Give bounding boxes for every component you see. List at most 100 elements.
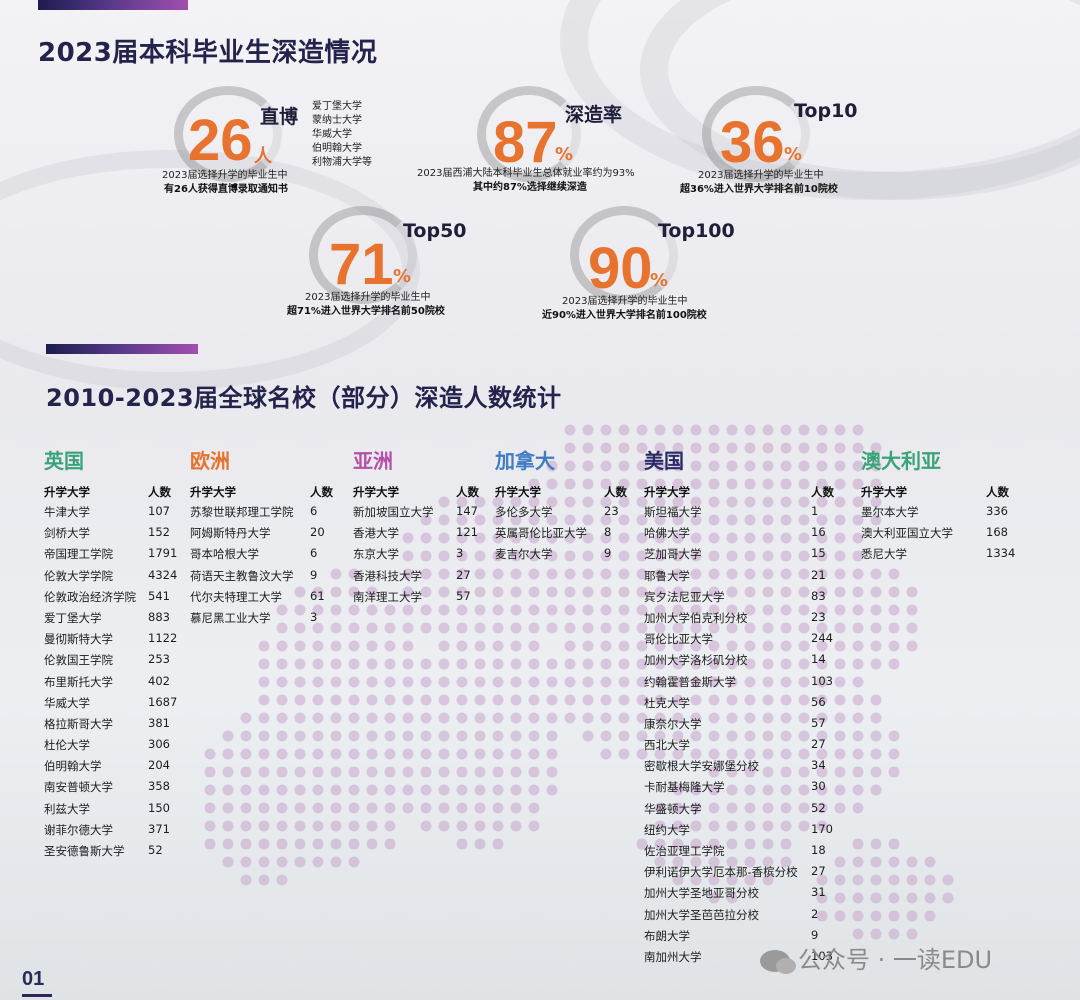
stat-desc-line1: 2023届选择升学的毕业生中 (562, 296, 688, 307)
table-row: 伊利诺伊大学厄本那-香槟分校 27 (644, 864, 844, 885)
table-row: 佐治亚理工学院 18 (644, 843, 844, 864)
student-count: 20 (310, 525, 325, 540)
school-name: 伯明翰大学 (44, 759, 102, 774)
region-title-canada: 加拿大 (495, 449, 555, 473)
school-name: 曼彻斯特大学 (44, 632, 113, 647)
school-name: 哥本哈根大学 (190, 547, 259, 562)
school-name: 伦敦国王学院 (44, 653, 113, 668)
student-count: 3 (310, 609, 318, 624)
school-name: 墨尔本大学 (861, 505, 919, 519)
school-name: 香港科技大学 (353, 568, 422, 583)
student-count: 244 (811, 631, 833, 646)
table-row: 伯明翰大学 204 (44, 758, 184, 779)
school-name: 苏黎世联邦理工学院 (190, 505, 294, 519)
table-row: 代尔夫特理工大学 61 (190, 589, 340, 610)
table-row: 芝加哥大学 15 (644, 546, 844, 567)
table-row: 卡耐基梅隆大学 30 (644, 779, 844, 800)
school-name: 加州大学洛杉矶分校 (644, 653, 748, 668)
student-count: 52 (148, 843, 163, 857)
student-count: 147 (456, 504, 478, 518)
table-row: 利兹大学 150 (44, 801, 184, 822)
school-name: 澳大利亚国立大学 (861, 526, 953, 541)
school-name: 多伦多大学 (495, 505, 553, 519)
table-row: 伦敦大学学院 4324 (44, 568, 184, 589)
school-name: 加州大学圣芭芭拉分校 (644, 907, 759, 922)
table-row: 南洋理工大学 57 (353, 589, 483, 610)
region-title-europe: 欧洲 (190, 449, 230, 473)
school-name: 香港大学 (353, 526, 399, 541)
table-row: 荷语天主教鲁汶大学 9 (190, 568, 340, 589)
school-name: 伦敦大学学院 (44, 568, 113, 583)
stat-top50: 71 % Top50 2023届选择升学的毕业生中 超71%进入世界大学排名前5… (285, 206, 485, 318)
table-row: 宾夕法尼亚大学 83 (644, 589, 844, 610)
student-count: 52 (811, 800, 826, 815)
student-count: 57 (811, 715, 826, 730)
student-count: 358 (148, 779, 170, 794)
student-count: 23 (811, 609, 826, 624)
school-name: 南洋理工大学 (353, 589, 422, 604)
school-name: 布里斯托大学 (44, 674, 113, 689)
student-count: 6 (310, 504, 318, 518)
student-count: 883 (148, 609, 170, 624)
table-row: 格拉斯哥大学 381 (44, 716, 184, 737)
table-row: 南安普顿大学 358 (44, 779, 184, 800)
stat-value: 90 (588, 236, 653, 301)
list-item: 利物浦大学等 (312, 157, 372, 168)
school-name: 英属哥伦比亚大学 (495, 526, 587, 541)
table-header-count-australia: 人数 (986, 485, 1009, 499)
table-row: 香港大学 121 (353, 525, 483, 546)
stat-label: Top100 (658, 220, 735, 242)
phd-university-list: 爱丁堡大学 蒙纳士大学 华威大学 伯明翰大学 利物浦大学等 (312, 100, 372, 170)
school-name: 麦吉尔大学 (495, 547, 553, 562)
school-name: 佐治亚理工学院 (644, 844, 725, 858)
student-count: 31 (811, 885, 826, 900)
table-row: 英属哥伦比亚大学 8 (495, 525, 625, 546)
school-name: 纽约大学 (644, 822, 690, 837)
student-count: 9 (604, 546, 612, 561)
region-title-uk: 英国 (44, 449, 84, 473)
table-header-count-usa: 人数 (811, 485, 834, 499)
school-name: 杜伦大学 (44, 738, 90, 753)
school-name: 杜克大学 (644, 695, 690, 710)
stat-value: 71 (329, 232, 394, 297)
table-row: 墨尔本大学 336 (861, 504, 1031, 525)
student-count: 1 (811, 504, 819, 518)
watermark-text: 公众号 · 一读EDU (798, 946, 993, 974)
table-row: 伦敦政治经济学院 541 (44, 589, 184, 610)
page-number: 01 (22, 968, 45, 990)
school-name: 加州大学圣地亚哥分校 (644, 886, 759, 901)
stat-label: 深造率 (565, 104, 623, 126)
table-row: 约翰霍普金斯大学 103 (644, 674, 844, 695)
table-row: 密歇根大学安娜堡分校 34 (644, 758, 844, 779)
stat-direct-phd: 26 人 直博 爱丁堡大学 蒙纳士大学 华威大学 伯明翰大学 利物浦大学等 20… (160, 86, 390, 196)
student-count: 23 (604, 504, 619, 518)
school-name: 圣安德鲁斯大学 (44, 844, 125, 858)
student-count: 8 (604, 525, 612, 540)
region-list-europe: 苏黎世联邦理工学院 6 阿姆斯特丹大学 20 哥本哈根大学 6 荷语天主教鲁汶大学 9 代尔夫特… (190, 504, 340, 631)
stat-desc-line2: 超71%进入世界大学排名前50院校 (287, 306, 445, 317)
table-row: 哥本哈根大学 6 (190, 546, 340, 567)
school-name: 爱丁堡大学 (44, 610, 102, 625)
table-row: 华盛顿大学 52 (644, 801, 844, 822)
school-name: 华威大学 (44, 695, 90, 710)
table-header-school-usa: 升学大学 (644, 485, 690, 499)
table-row: 阿姆斯特丹大学 20 (190, 525, 340, 546)
school-name: 芝加哥大学 (644, 547, 702, 562)
school-name: 康奈尔大学 (644, 716, 702, 731)
student-count: 121 (456, 525, 478, 540)
table-row: 华威大学 1687 (44, 695, 184, 716)
table-header-count-europe: 人数 (310, 485, 333, 499)
table-row: 东京大学 3 (353, 546, 483, 567)
stat-further-study: 87 % 深造率 2023届西浦大陆本科毕业生总体就业率约为93% 其中约87%… (415, 86, 665, 196)
student-count: 14 (811, 652, 826, 667)
table-header-school-asia: 升学大学 (353, 485, 399, 499)
stat-unit: % (393, 266, 412, 287)
region-list-usa: 斯坦福大学 1 哈佛大学 16 芝加哥大学 15 耶鲁大学 21 宾夕法尼亚大学 83 加州大学伯克… (644, 504, 844, 970)
stat-desc-line1: 2023届西浦大陆本科毕业生总体就业率约为93% (417, 168, 635, 179)
student-count: 253 (148, 652, 170, 667)
student-count: 30 (811, 779, 826, 794)
stat-value: 87 (493, 110, 558, 175)
section2-accent-bar (46, 344, 198, 354)
watermark: 公众号 · 一读EDU (760, 940, 992, 975)
stat-top10: 36 % Top10 2023届选择升学的毕业生中 超36%进入世界大学排名前1… (680, 86, 880, 196)
